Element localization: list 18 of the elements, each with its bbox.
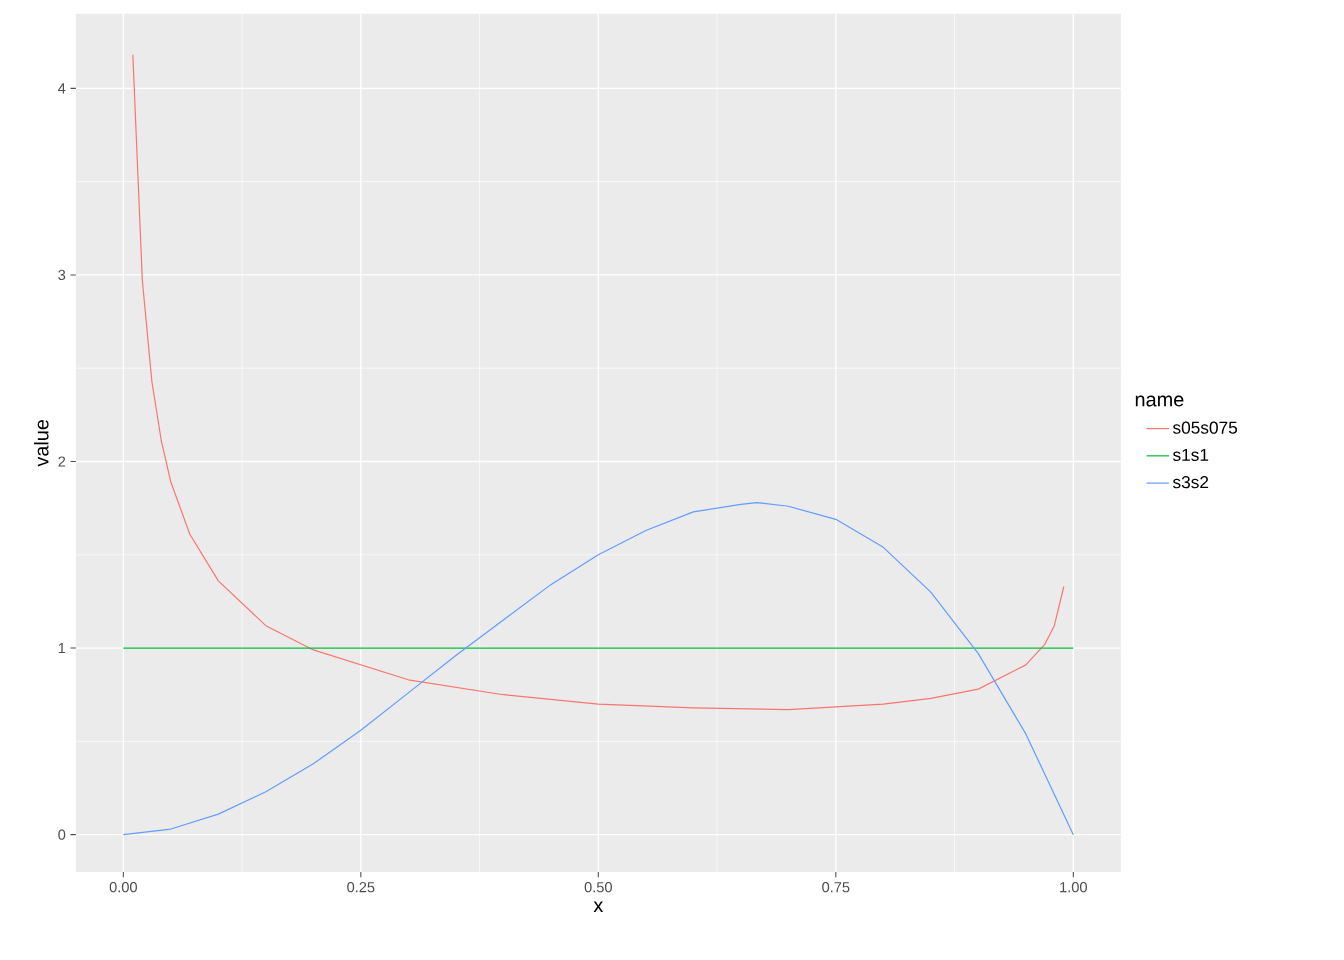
x-axis-title: x [593,901,604,912]
y-tick-label: 3 [58,269,66,281]
line-series [122,501,1074,836]
y-tick-label: 4 [58,83,66,94]
x-tick-label: 0.25 [347,881,375,893]
x-tick-label: 0.00 [109,881,137,893]
x-tick-label: 0.75 [822,881,850,893]
y-tick-label: 0 [58,829,66,840]
legend-label: s1s1 [1172,448,1209,461]
x-tick-label: 1.00 [1060,881,1087,893]
legend-title: name [1135,395,1184,407]
y-tick-label: 1 [58,643,66,654]
legend-label: s05s075 [1172,421,1238,434]
y-tick-label: 2 [58,456,66,467]
line-series [132,54,1065,711]
legend-label: s3s2 [1172,476,1209,489]
y-axis-title: value [33,419,49,467]
x-tick-label: 0.50 [584,881,612,893]
